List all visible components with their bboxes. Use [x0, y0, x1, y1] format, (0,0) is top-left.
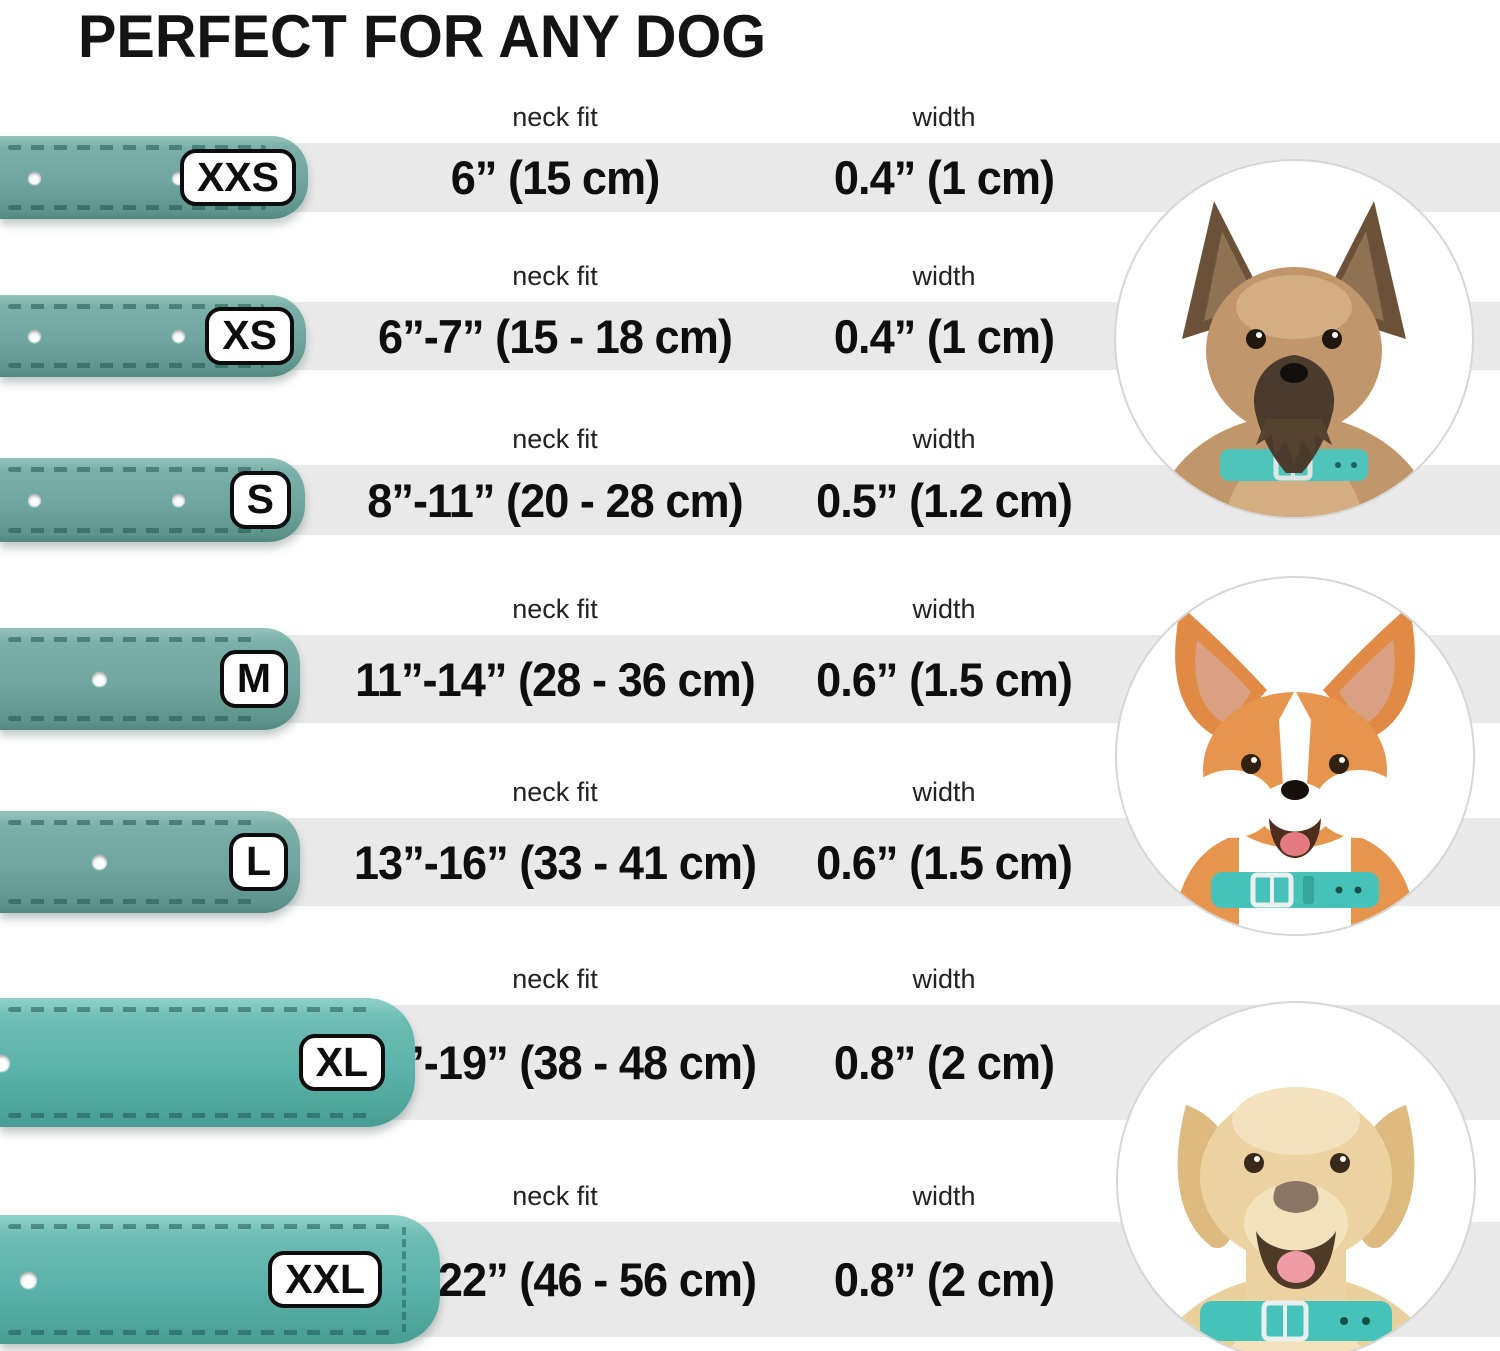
neck-fit-header: neck fit	[512, 102, 598, 132]
neck-fit-header: neck fit	[512, 424, 598, 454]
width-header: width	[912, 102, 976, 132]
collar-hole	[28, 329, 41, 343]
collar-strap: XS	[0, 295, 306, 377]
neck-fit-header: neck fit	[512, 964, 598, 994]
stitch-line	[8, 205, 266, 210]
width-header: width	[912, 424, 976, 454]
terrier-dog-photo	[1153, 201, 1435, 517]
labrador-dog-photo	[1155, 1087, 1437, 1351]
width-value: 0.4” (1 cm)	[833, 309, 1055, 363]
size-badge: L	[228, 833, 288, 891]
stitch-line	[402, 1227, 406, 1332]
collar-strap: XXS	[0, 136, 308, 219]
neck-fit-value: 8”-11” (20 - 28 cm)	[367, 473, 743, 527]
width-header: width	[912, 594, 976, 624]
collar-hole	[92, 854, 107, 870]
stitch-line	[8, 363, 264, 368]
collar-strap: M	[0, 628, 300, 730]
collar-hole	[172, 329, 185, 343]
collar-strap: XXL	[0, 1215, 440, 1344]
collar-hole	[172, 493, 185, 507]
dog-photo-circle-terrier	[1114, 159, 1474, 519]
size-badge: XXS	[179, 148, 296, 207]
neck-fit-header: neck fit	[512, 261, 598, 291]
collar-graphic	[1200, 1300, 1392, 1342]
stitch-line	[8, 304, 264, 309]
neck-fit-header: neck fit	[512, 777, 598, 807]
width-value: 0.4” (1 cm)	[833, 151, 1055, 204]
stitch-line	[8, 637, 258, 642]
dog-photo-circle-corgi	[1115, 576, 1475, 936]
size-badge: XXL	[268, 1250, 382, 1309]
corgi-dog-photo	[1173, 606, 1417, 934]
size-badge: S	[229, 471, 291, 529]
width-value: 0.5” (1.2 cm)	[816, 473, 1073, 527]
collar-strap: S	[0, 458, 305, 542]
neck-fit-header: neck fit	[512, 1181, 598, 1211]
collar-hole	[92, 671, 107, 687]
width-value: 0.6” (1.5 cm)	[816, 835, 1073, 889]
neck-fit-value: 13”-16” (33 - 41 cm)	[353, 835, 757, 889]
stitch-line	[8, 1007, 373, 1012]
stitch-line	[8, 467, 263, 472]
stitch-line	[8, 528, 263, 533]
width-header: width	[912, 777, 976, 807]
neck-fit-value: 15”-19” (38 - 48 cm)	[353, 1036, 757, 1089]
size-badge: XL	[298, 1033, 385, 1092]
stitch-line	[8, 1113, 373, 1118]
neck-fit-value: 6” (15 cm)	[450, 151, 661, 204]
stitch-line	[8, 716, 258, 721]
size-badge: XS	[205, 307, 294, 365]
neck-fit-value: 11”-14” (28 - 36 cm)	[355, 652, 756, 706]
width-header: width	[912, 964, 976, 994]
collar-hole	[0, 1054, 10, 1071]
page-title: PERFECT FOR ANY DOG	[78, 3, 767, 70]
size-badge: M	[219, 650, 288, 708]
width-header: width	[912, 261, 976, 291]
collar-hole	[28, 493, 41, 507]
dog-photo-circle-labrador	[1116, 1001, 1476, 1351]
collar-hole	[20, 1271, 37, 1288]
stitch-line	[8, 899, 258, 904]
stitch-line	[8, 820, 258, 825]
stitch-line	[8, 1224, 398, 1229]
collar-hole	[28, 171, 41, 184]
collar-strap: L	[0, 811, 300, 913]
stitch-line	[8, 1330, 398, 1335]
width-value: 0.8” (2 cm)	[833, 1253, 1055, 1306]
width-value: 0.6” (1.5 cm)	[816, 652, 1073, 706]
neck-fit-value: 6”-7” (15 - 18 cm)	[378, 309, 733, 363]
stitch-line	[8, 145, 266, 150]
collar-graphic	[1211, 872, 1379, 908]
width-header: width	[912, 1181, 976, 1211]
collar-strap: XL	[0, 998, 415, 1127]
width-value: 0.8” (2 cm)	[833, 1036, 1055, 1089]
neck-fit-header: neck fit	[512, 594, 598, 624]
